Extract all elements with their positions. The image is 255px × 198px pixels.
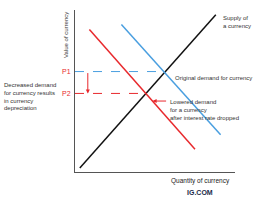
svg-text:P2: P2 xyxy=(62,90,71,97)
svg-text:Value of currency: Value of currency xyxy=(63,12,69,58)
svg-text:IG.COM: IG.COM xyxy=(187,189,213,196)
svg-text:P1: P1 xyxy=(62,68,71,75)
svg-text:Quantity of currency: Quantity of currency xyxy=(171,177,230,185)
svg-text:Supply ofa currency: Supply ofa currency xyxy=(223,15,251,29)
svg-text:Decreased demandfor currency r: Decreased demandfor currency resultsin c… xyxy=(4,82,56,111)
svg-text:Lowered demandfor a currencyaf: Lowered demandfor a currencyafter intere… xyxy=(170,99,239,121)
svg-text:Original demand for currency: Original demand for currency xyxy=(175,75,252,81)
